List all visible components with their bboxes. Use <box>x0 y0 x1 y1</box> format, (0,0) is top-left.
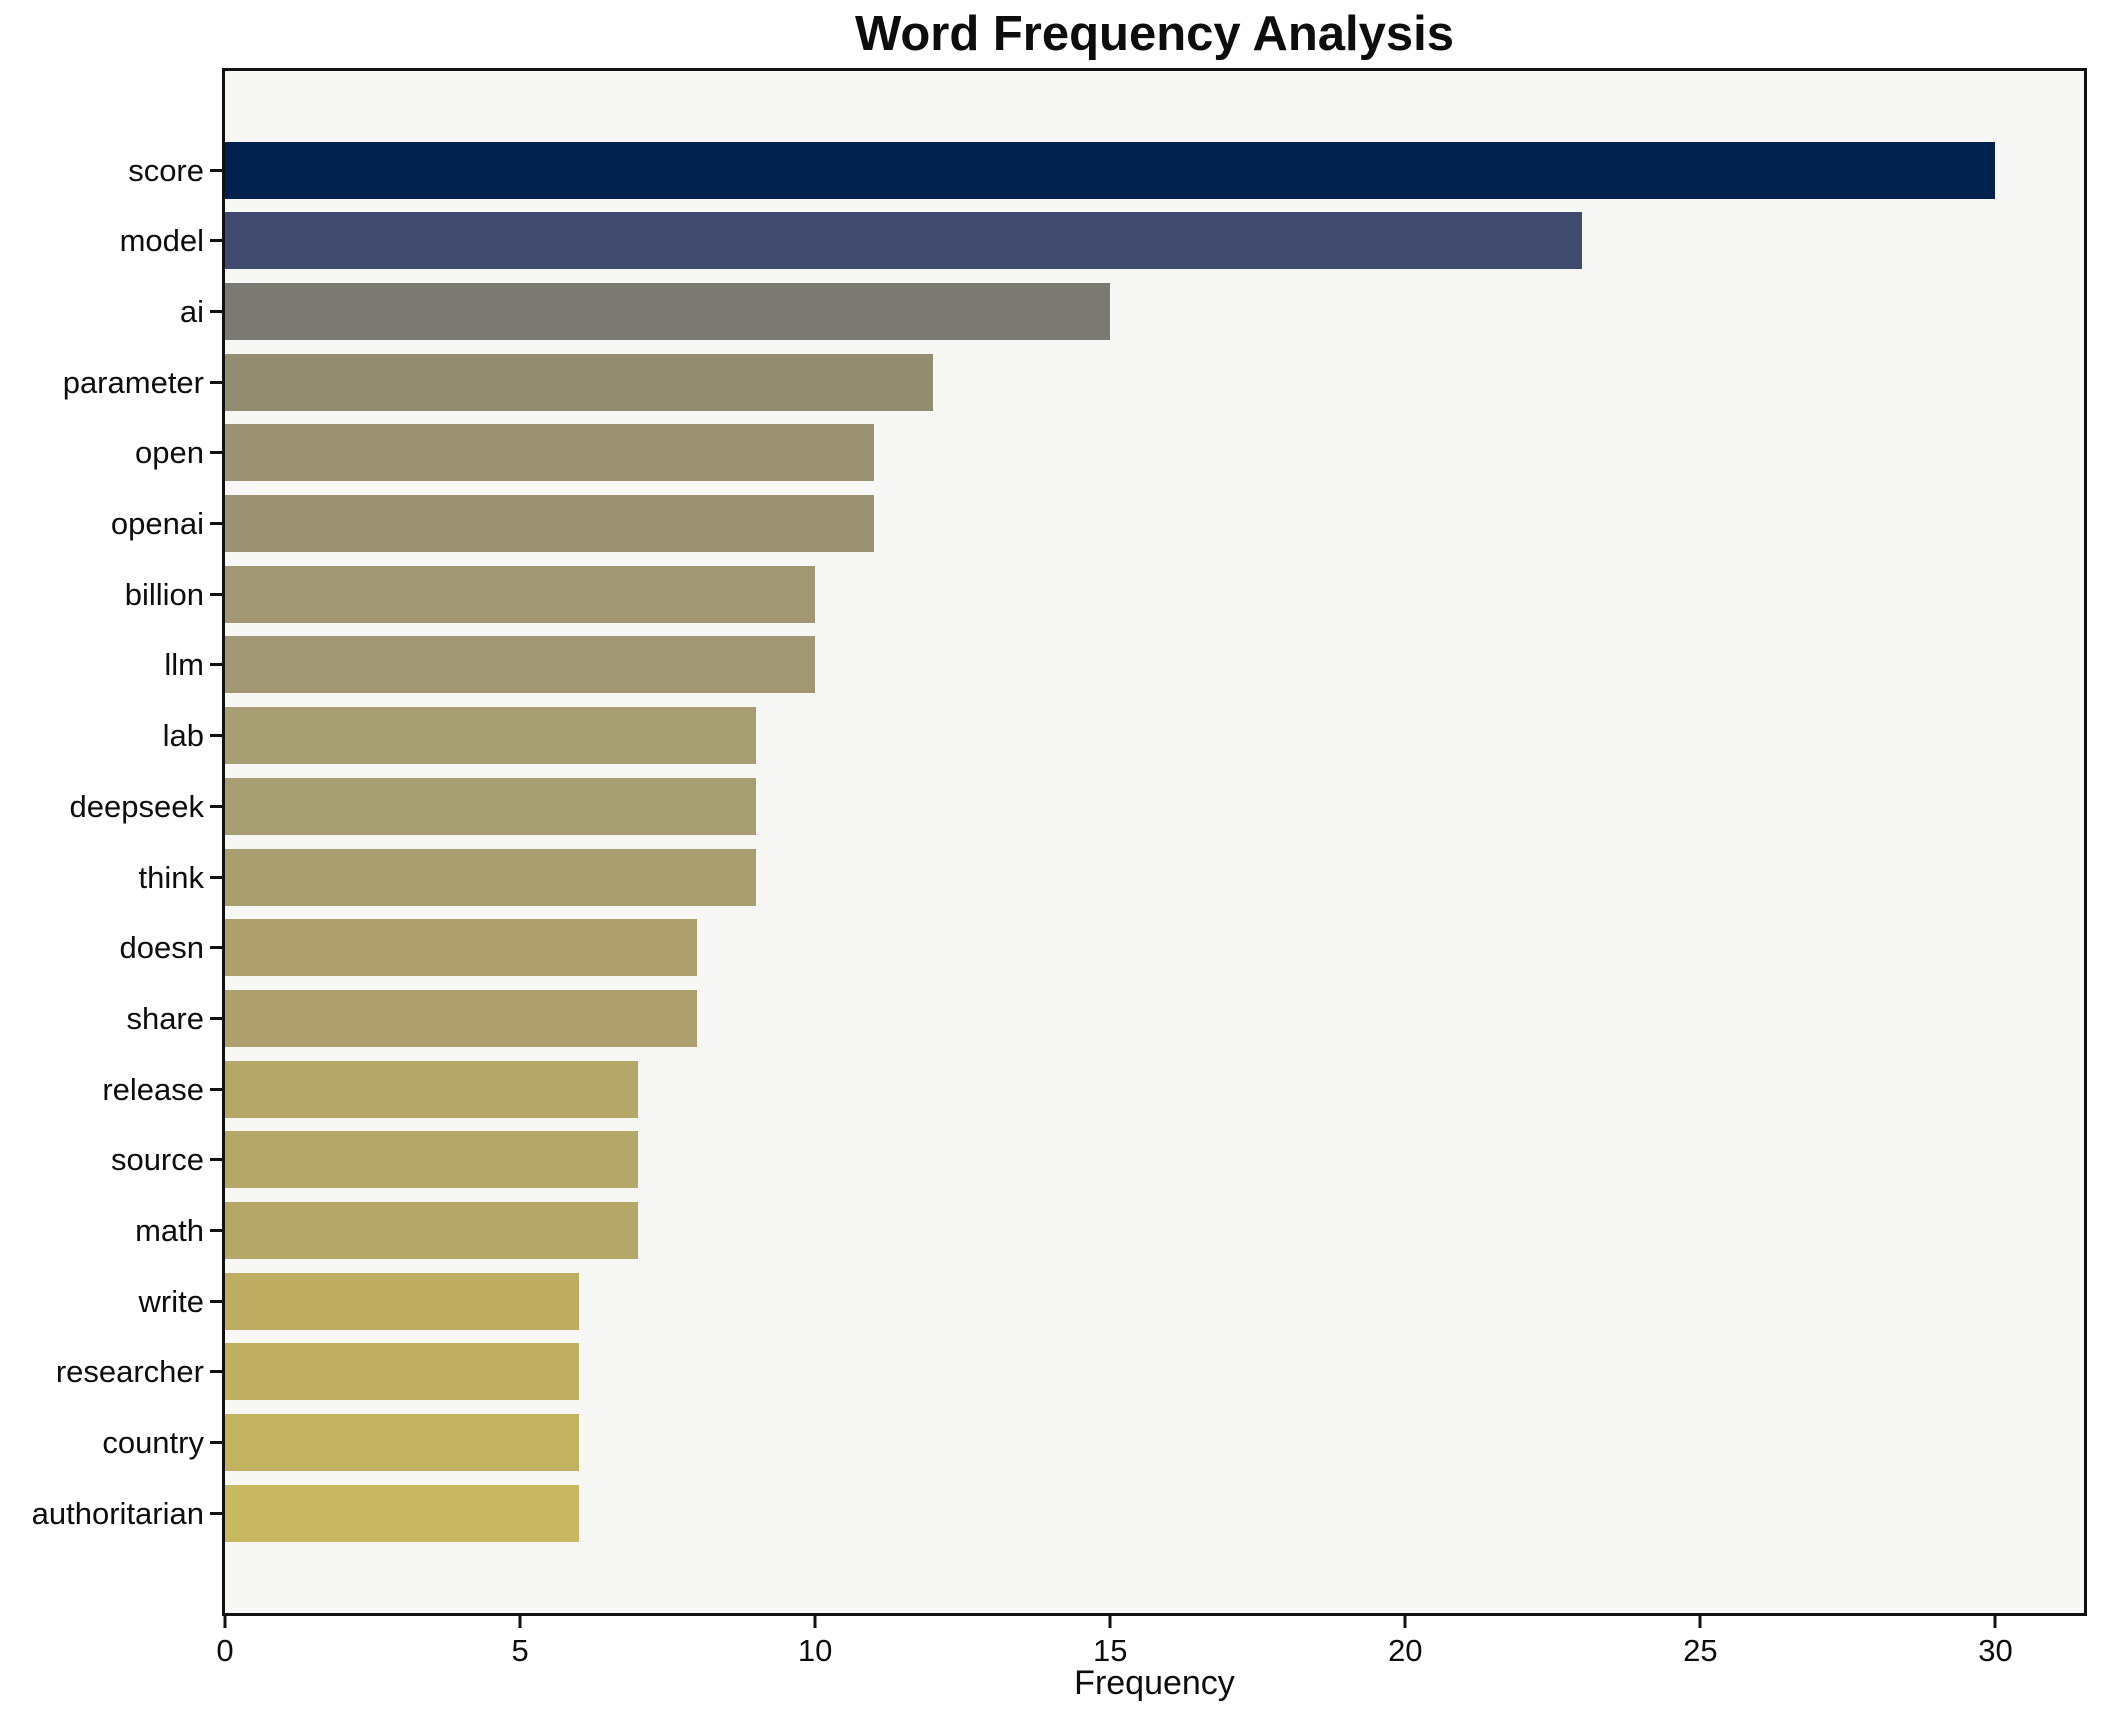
x-tick-mark-10 <box>813 1616 817 1628</box>
y-tick-label-open: open <box>135 435 204 471</box>
bar-researcher <box>225 1343 580 1401</box>
y-tick-label-deepseek: deepseek <box>69 788 204 824</box>
bar-authoritarian <box>225 1484 580 1542</box>
x-tick-label-5: 5 <box>511 1633 529 1668</box>
x-tick-label-15: 15 <box>1092 1633 1128 1668</box>
y-tick-label-think: think <box>138 859 204 895</box>
y-tick-label-share: share <box>126 1000 204 1036</box>
x-axis-label: Frequency <box>1074 1664 1235 1702</box>
bar-share <box>225 989 698 1047</box>
y-tick-mark-authoritarian <box>210 1511 222 1515</box>
bar-openai <box>225 495 875 552</box>
y-tick-label-authoritarian: authoritarian <box>31 1495 204 1531</box>
y-tick-label-lab: lab <box>162 718 204 754</box>
bar-write <box>225 1272 580 1330</box>
y-tick-label-llm: llm <box>164 647 204 683</box>
y-tick-mark-billion <box>210 592 222 596</box>
bar-open <box>225 424 875 482</box>
x-tick-mark-20 <box>1403 1616 1407 1628</box>
bar-model <box>225 212 1583 270</box>
y-tick-label-source: source <box>110 1142 204 1178</box>
bar-lab <box>225 707 757 765</box>
plot-area: score model ai parameter open openai billion ll… <box>32 68 2087 1668</box>
y-tick-mark-share <box>210 1016 222 1020</box>
y-tick-label-openai: openai <box>110 506 204 541</box>
y-tick-mark-ai <box>210 309 222 313</box>
y-tick-mark-parameter <box>210 380 222 384</box>
bar-source <box>225 1131 639 1189</box>
x-tick-label-30: 30 <box>1978 1633 2013 1668</box>
y-tick-mark-source <box>210 1158 222 1162</box>
bar-ai <box>225 282 1111 340</box>
y-tick-label-math: math <box>135 1213 204 1248</box>
y-tick-label-parameter: parameter <box>62 364 204 400</box>
bar-score <box>225 141 1996 199</box>
x-tick-mark-5 <box>518 1616 522 1628</box>
bar-billion <box>225 565 816 623</box>
x-tick-label-0: 0 <box>216 1633 234 1668</box>
x-tick-mark-0 <box>223 1616 227 1628</box>
x-tick-mark-30 <box>1993 1616 1997 1628</box>
x-tick-mark-15 <box>1108 1616 1112 1628</box>
bar-country <box>225 1414 580 1472</box>
y-tick-mark-math <box>210 1229 222 1232</box>
bar-parameter <box>225 353 934 411</box>
y-tick-label-model: model <box>119 223 204 259</box>
y-tick-mark-model <box>210 239 222 243</box>
bar-llm <box>225 636 816 694</box>
y-tick-label-ai: ai <box>179 293 204 329</box>
bar-math <box>225 1202 639 1259</box>
chart-title: Word Frequency Analysis <box>854 7 1455 61</box>
x-tick-label-25: 25 <box>1683 1633 1718 1668</box>
bar-doesn <box>225 919 698 977</box>
x-tick-label-10: 10 <box>797 1633 833 1668</box>
y-tick-mark-think <box>210 875 222 879</box>
x-tick-label-20: 20 <box>1388 1633 1423 1668</box>
y-tick-label-write: write <box>138 1283 204 1319</box>
bar-deepseek <box>225 777 757 835</box>
y-tick-mark-write <box>210 1299 222 1303</box>
bar-think <box>225 848 757 906</box>
y-tick-label-release: release <box>102 1071 204 1107</box>
y-tick-label-score: score <box>128 152 204 188</box>
y-tick-mark-llm <box>210 663 222 667</box>
y-tick-mark-lab <box>210 734 222 738</box>
y-tick-mark-country <box>210 1441 222 1445</box>
bar-release <box>225 1060 639 1118</box>
y-tick-label-doesn: doesn <box>119 930 204 966</box>
y-tick-mark-score <box>210 168 222 172</box>
y-tick-mark-openai <box>210 522 222 525</box>
y-tick-mark-deepseek <box>210 804 222 808</box>
y-tick-mark-doesn <box>210 946 222 950</box>
y-tick-mark-open <box>210 451 222 455</box>
x-tick-mark-25 <box>1698 1616 1702 1628</box>
y-tick-mark-researcher <box>210 1370 222 1374</box>
y-tick-label-country: country <box>102 1425 204 1461</box>
y-tick-mark-release <box>210 1087 222 1091</box>
y-tick-label-researcher: researcher <box>55 1354 204 1390</box>
y-tick-label-billion: billion <box>124 576 204 612</box>
